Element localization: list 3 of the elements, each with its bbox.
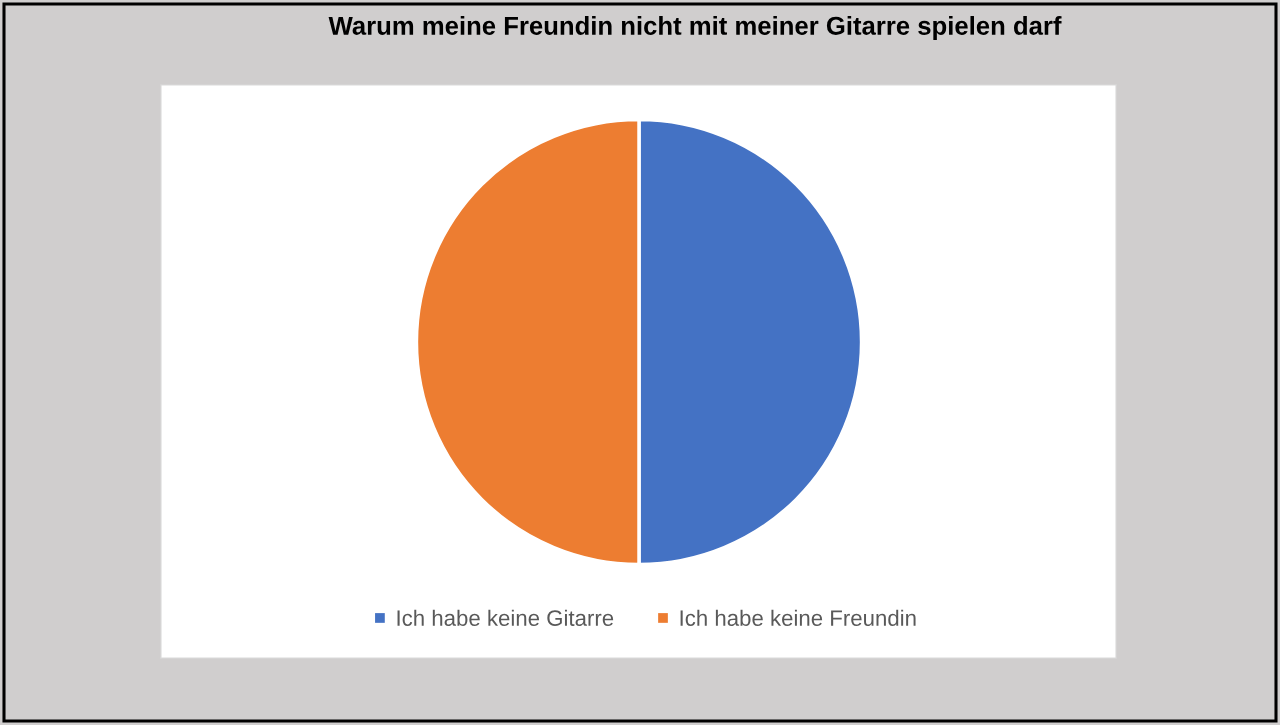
legend-label: Ich habe keine Gitarre: [397, 609, 614, 626]
legend-label: Ich habe keine Freundin: [680, 609, 916, 626]
chart-title: Warum meine Freundin nicht mit meiner Gitarre spielen darf: [328, 16, 1062, 40]
